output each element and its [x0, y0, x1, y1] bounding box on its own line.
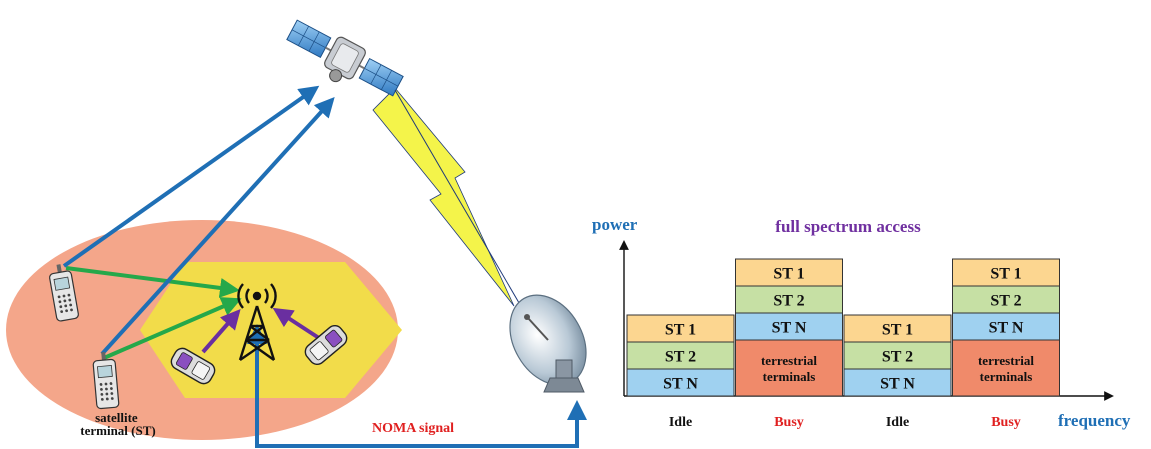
satellite-terminal-label: satellite terminal (ST)	[80, 410, 155, 438]
st-block-label: ST N	[663, 376, 698, 393]
terrestrial-terminals-label: terrestrial	[978, 353, 1034, 368]
phone-to-base-station-link	[201, 308, 241, 354]
chart-title: full spectrum access	[775, 217, 921, 236]
satellite-icon	[286, 19, 404, 97]
st-block-label: ST 1	[990, 266, 1021, 283]
phone-to-base-station-link	[272, 307, 324, 342]
band-state-label: Idle	[886, 415, 909, 430]
terrestrial-terminals-block	[952, 339, 1060, 397]
st-block	[952, 258, 1060, 287]
st-block-label: ST 1	[882, 322, 913, 339]
band-state-label: Idle	[669, 415, 692, 430]
terrestrial-terminals-label: terrestrial	[761, 353, 817, 368]
terrestrial-terminals-label: terminals	[763, 369, 816, 384]
st-block	[735, 258, 843, 287]
st-block-label: ST 1	[665, 322, 696, 339]
terrestrial-terminals-label: terminals	[980, 369, 1033, 384]
st-block	[843, 341, 952, 370]
st-to-base-station-link	[65, 266, 240, 298]
st-block-label: ST N	[989, 320, 1024, 337]
st-block	[626, 314, 735, 343]
base-station-tower-icon	[237, 283, 277, 361]
frequency-axis-label: frequency	[1058, 411, 1131, 430]
power-axis-label: power	[592, 215, 638, 234]
st-block-label: ST 2	[882, 349, 913, 366]
satellite-to-station-line	[394, 89, 523, 309]
handheld-satellite-phone-icon	[92, 351, 120, 410]
mobile-phone-icon	[170, 347, 216, 385]
st-block-label: ST 1	[773, 266, 804, 283]
mobile-phone-icon	[304, 325, 348, 365]
st-block-label: ST 2	[990, 293, 1021, 310]
st-to-satellite-link	[62, 85, 320, 268]
st-block	[626, 368, 735, 397]
noma-signal-label: NOMA signal	[372, 421, 454, 436]
band-state-label: Busy	[991, 415, 1021, 430]
ground-station-dish-icon	[509, 294, 587, 393]
st-block	[626, 341, 735, 370]
st-block	[952, 285, 1060, 314]
handheld-satellite-phone-icon	[49, 264, 79, 322]
noma-signal-path	[255, 332, 587, 448]
st-block-label: ST 2	[665, 349, 696, 366]
st-block	[843, 314, 952, 343]
st-block-label: ST 2	[773, 293, 804, 310]
terrestrial-terminals-block	[735, 339, 843, 397]
lightning-bolt-icon	[372, 87, 515, 307]
band-state-label: Busy	[774, 415, 804, 430]
st-to-base-station-link	[103, 297, 242, 360]
st-block-label: ST N	[772, 320, 807, 337]
st-block	[843, 368, 952, 397]
st-to-satellite-link	[100, 97, 335, 356]
st-block	[735, 285, 843, 314]
st-block-label: ST N	[880, 376, 915, 393]
st-block	[952, 312, 1060, 341]
